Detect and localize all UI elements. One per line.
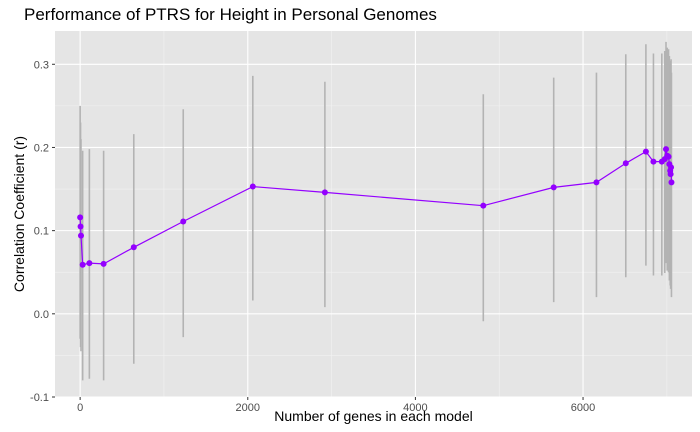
data-point — [130, 244, 137, 251]
data-point — [79, 261, 86, 268]
data-point — [650, 158, 657, 165]
data-point — [321, 189, 328, 196]
data-point — [550, 184, 557, 191]
x-tick-label: 6000 — [571, 402, 595, 414]
data-point — [86, 260, 93, 267]
y-tick-label: 0.0 — [34, 309, 49, 321]
y-axis-title: Correlation Coefficient (r) — [11, 136, 27, 292]
data-point — [668, 164, 675, 171]
y-tick-label: -0.1 — [30, 392, 49, 404]
data-point — [249, 183, 256, 190]
data-point — [77, 214, 84, 221]
data-point — [622, 160, 629, 167]
chart-title: Performance of PTRS for Height in Person… — [24, 5, 437, 24]
data-points — [77, 146, 675, 268]
x-axis-ticks: 0 2000 4000 6000 — [77, 397, 595, 414]
x-tick-label: 0 — [77, 402, 83, 414]
data-point — [77, 232, 84, 239]
data-point — [642, 148, 649, 155]
y-tick-label: 0.2 — [34, 142, 49, 154]
data-point — [665, 153, 672, 160]
error-bars — [79, 41, 673, 381]
data-point — [100, 260, 107, 267]
data-point — [668, 179, 675, 186]
data-point — [667, 171, 674, 178]
data-point — [593, 179, 600, 186]
y-tick-label: 0.3 — [34, 59, 49, 71]
data-point — [663, 146, 670, 153]
x-tick-label: 4000 — [403, 402, 427, 414]
plot-panel — [55, 31, 692, 397]
y-axis-ticks: -0.1 0.0 0.1 0.2 0.3 — [30, 59, 55, 404]
data-point — [480, 202, 487, 209]
x-tick-label: 2000 — [236, 402, 260, 414]
data-point — [180, 218, 187, 225]
x-axis-title: Number of genes in each model — [274, 408, 472, 424]
data-point — [77, 223, 84, 230]
grid-minor — [55, 31, 692, 397]
y-tick-label: 0.1 — [34, 226, 49, 238]
